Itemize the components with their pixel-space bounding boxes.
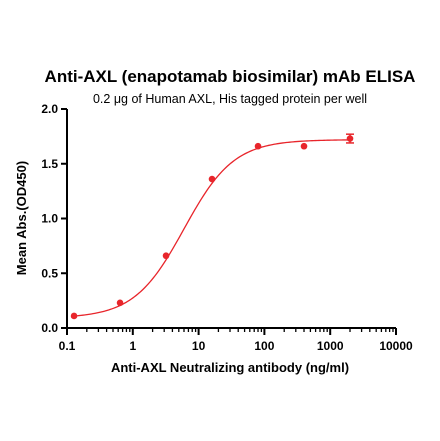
x-tick-label: 1 — [129, 339, 136, 353]
data-points-layer — [70, 133, 355, 320]
data-point — [254, 142, 262, 150]
chart-title: Anti-AXL (enapotamab biosimilar) mAb ELI… — [45, 67, 416, 86]
data-point — [346, 135, 354, 142]
data-point — [300, 142, 308, 150]
fit-curve — [73, 139, 351, 317]
y-tick-label: 2.0 — [41, 102, 58, 116]
y-tick-label: 1.5 — [41, 157, 58, 171]
x-tick-label: 10 — [192, 339, 206, 353]
axes: 0.0 0.5 1.0 1.5 2.0 0.1 1 10 100 1000 10000 — [41, 102, 413, 353]
x-tick-label: 0.1 — [59, 339, 76, 353]
x-tick-label: 10000 — [379, 339, 413, 353]
x-axis-title: Anti-AXL Neutralizing antibody (ng/ml) — [111, 360, 349, 375]
data-point — [70, 312, 78, 320]
y-tick-label: 0.5 — [41, 266, 58, 280]
fit-curve-layer — [73, 139, 351, 317]
data-point — [162, 252, 170, 260]
x-tick-label: 1000 — [317, 339, 344, 353]
chart-subtitle: 0.2 μg of Human AXL, His tagged protein … — [93, 92, 367, 106]
y-axis-title: Mean Abs.(OD450) — [14, 161, 29, 275]
data-point — [208, 175, 216, 183]
data-point — [116, 299, 124, 307]
y-tick-label: 1.0 — [41, 212, 58, 226]
y-tick-label: 0.0 — [41, 321, 58, 335]
x-tick-label: 100 — [254, 339, 274, 353]
